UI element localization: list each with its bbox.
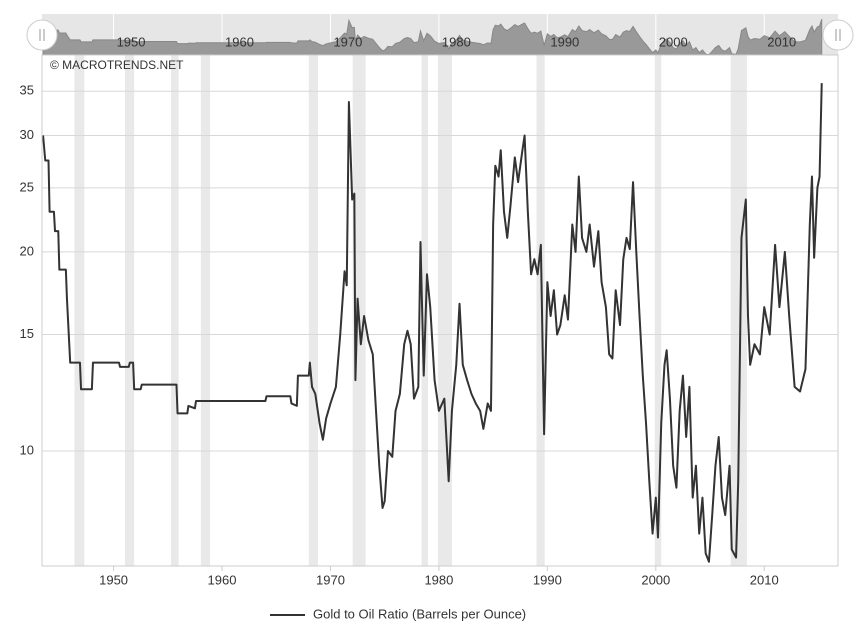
y-tick-label: 20 <box>20 243 34 258</box>
shaded-period <box>200 55 211 566</box>
shaded-period <box>308 55 318 566</box>
plot-area: 10 15 20 25 30 35 1950 1960 1970 1980 1990 2000 2010 <box>20 55 838 587</box>
navigator-label: 2010 <box>767 34 796 49</box>
plot-frame <box>41 54 839 567</box>
shaded-period <box>437 55 452 566</box>
shaded-period <box>536 55 545 566</box>
navigator: 1950 1960 1970 1980 1990 2000 2010 <box>42 14 823 56</box>
x-tick-label: 1950 <box>99 572 128 587</box>
credit: © MACROTRENDS.NET <box>50 58 184 72</box>
navigator-area <box>42 18 823 56</box>
x-tick-label: 1960 <box>208 572 237 587</box>
navigator-label: 2000 <box>659 34 688 49</box>
x-tick-label: 1980 <box>424 572 453 587</box>
y-tick-label: 10 <box>20 442 34 457</box>
navigator-label: 1990 <box>550 34 579 49</box>
navigator-label: 1950 <box>117 34 146 49</box>
navigator-label: 1980 <box>442 34 471 49</box>
shaded-period <box>730 55 747 566</box>
legend-label[interactable]: Gold to Oil Ratio (Barrels per Ounce) <box>313 606 526 621</box>
navigator-label: 1960 <box>225 34 254 49</box>
y-tick-label: 15 <box>20 326 34 341</box>
shaded-period <box>171 55 179 566</box>
shaded-period <box>74 55 85 566</box>
navigator-handle-right[interactable] <box>822 19 854 51</box>
navigator-label: 1970 <box>333 34 362 49</box>
y-tick-label: 30 <box>20 127 34 142</box>
y-tick-label: 35 <box>20 83 34 98</box>
shaded-period <box>124 55 135 566</box>
x-tick-label: 2000 <box>641 572 670 587</box>
y-tick-label: 25 <box>20 179 34 194</box>
navigator-handle-left[interactable] <box>26 19 58 51</box>
shaded-period <box>654 55 662 566</box>
x-tick-label: 2010 <box>750 572 779 587</box>
shaded-period <box>421 55 429 566</box>
x-tick-label: 1990 <box>533 572 562 587</box>
series-line <box>42 83 823 563</box>
x-tick-label: 1970 <box>316 572 345 587</box>
